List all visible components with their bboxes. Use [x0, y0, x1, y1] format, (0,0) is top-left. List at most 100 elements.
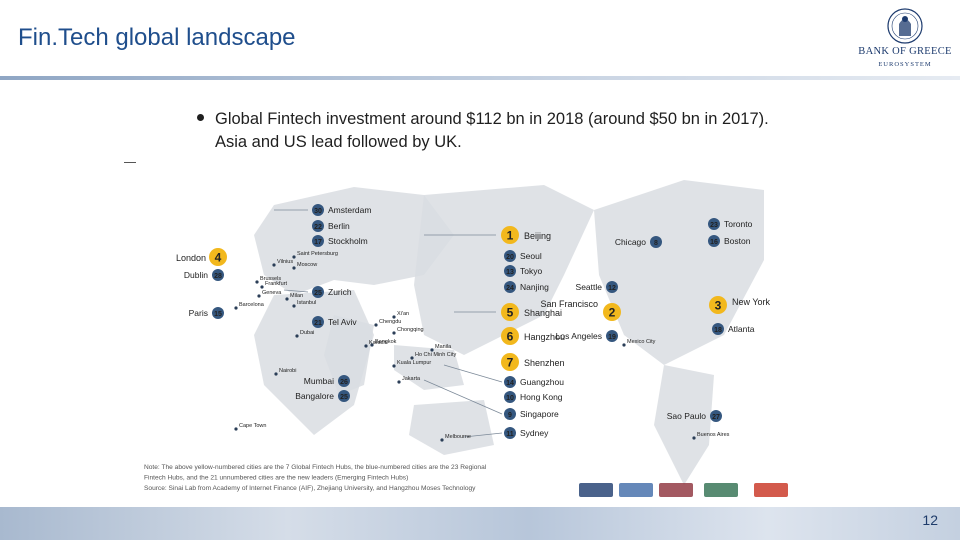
title-rule: [0, 76, 960, 80]
americas-hub-2-number: 8: [654, 240, 658, 247]
asia-hub-label: Sydney: [520, 428, 549, 438]
americas-hub-label: Los Angeles: [556, 331, 602, 341]
asia-hub-6-badge: [504, 427, 516, 439]
global-hub-label: Hangzhou: [524, 332, 565, 342]
slide-title: Fin.Tech global landscape: [18, 24, 296, 51]
asia-hub-label: Nanjing: [520, 282, 549, 292]
global-hub-label: Beijing: [524, 231, 551, 241]
global-hub-1-number: 2: [609, 306, 616, 320]
bank-of-greece-logo: BANK OF GREECE EUROSYSTEM: [850, 6, 960, 70]
asia-hub-4-badge: [504, 391, 516, 403]
small-city-label: Barcelona: [239, 302, 265, 308]
small-city-label: Kuala Lumpur: [397, 360, 431, 366]
city-dot: [374, 323, 378, 327]
city-dot: [410, 356, 414, 360]
europe-hub-label: Stockholm: [328, 236, 368, 246]
small-city-label: Frankfurt: [265, 281, 287, 287]
map-note-line: Source: Sinai Lab from Academy of Intern…: [144, 485, 476, 492]
americas-hub-label: Seattle: [576, 282, 603, 292]
source-logo-0: [579, 483, 613, 497]
asia-hub-1-badge: [504, 265, 516, 277]
asia-hub-1-number: 13: [506, 269, 514, 276]
europe-hub-1-badge: [312, 220, 324, 232]
small-city-label: Istanbul: [297, 300, 316, 306]
asia-hub-2-badge: [504, 281, 516, 293]
global-hub-0-number: 1: [507, 229, 514, 243]
americas-hub-label: Chicago: [615, 237, 646, 247]
americas-hub-4-number: 19: [608, 334, 616, 341]
city-dot: [255, 280, 259, 284]
small-city-label: Ho Chi Minh City: [415, 352, 457, 358]
asia-hub-5-badge: [504, 408, 516, 420]
dash-mark: [124, 162, 136, 163]
city-dot: [274, 372, 278, 376]
global-hub-label: Shanghai: [524, 308, 562, 318]
europe-hub-4-number: 21: [314, 320, 322, 327]
city-dot: [292, 255, 296, 259]
asia-hub-0-badge: [504, 250, 516, 262]
india-hub-1-number: 25: [340, 394, 348, 401]
footer-strip: [0, 507, 960, 540]
map-note-line: Note: The above yellow-numbered cities a…: [144, 464, 487, 471]
asia-land: [414, 185, 594, 355]
map-note: Note: The above yellow-numbered cities a…: [144, 464, 487, 492]
asia-hub-5-number: 9: [508, 412, 512, 419]
small-city-label: Cape Town: [239, 423, 266, 429]
europe-hub-4-badge: [312, 316, 324, 328]
city-dot: [622, 343, 626, 347]
small-city-label: Dubai: [300, 330, 314, 336]
leader-guangzhou: [443, 364, 503, 383]
west-hub-label: Paris: [189, 308, 208, 318]
source-logo-4: [754, 483, 788, 497]
india-hub-1-badge: [338, 390, 350, 402]
city-dot: [234, 427, 238, 431]
global-hub-2-number: 3: [715, 299, 722, 313]
americas-hub-5-badge: [712, 323, 724, 335]
logo-emblem-icon: [887, 8, 923, 44]
city-dot: [292, 266, 296, 270]
page-number: 12: [922, 512, 938, 528]
small-city-label: Chengdu: [379, 319, 401, 325]
asia-hub-2-number: 24: [506, 285, 514, 292]
india-hub-0-badge: [338, 375, 350, 387]
global-hub-label: Shenzhen: [524, 358, 565, 368]
city-dot: [692, 436, 696, 440]
americas-hub-5-number: 18: [714, 327, 722, 334]
small-city-label: Jakarta: [402, 376, 421, 382]
europe-hub-2-badge: [312, 235, 324, 247]
global-hub-3-number: 4: [215, 251, 222, 265]
city-dot: [440, 438, 444, 442]
global-hub-2-badge: [709, 296, 727, 314]
asia-hub-label: Guangzhou: [520, 377, 564, 387]
global-hub-6-badge: [501, 353, 519, 371]
asia-hub-4-number: 10: [506, 395, 514, 402]
global-hub-6-number: 7: [507, 356, 514, 370]
west-hub-1-badge: [212, 307, 224, 319]
world-map-graphic: Saint Petersburg Vilnius Moscow BrusselsFra…: [144, 180, 788, 497]
americas-hub-1-number: 16: [710, 239, 718, 246]
europe-hub-label: Tel Aviv: [328, 317, 357, 327]
city-dot: [260, 285, 264, 289]
small-city-label: Geneva: [262, 290, 282, 296]
europe-hub-3-number: 25: [314, 290, 322, 297]
asia-hub-0-number: 20: [506, 254, 514, 261]
small-city-label: Moscow: [297, 262, 317, 268]
americas-hub-1-badge: [708, 235, 720, 247]
logo-name: BANK OF GREECE: [858, 46, 952, 57]
source-logo-1: [619, 483, 653, 497]
source-logos: [579, 483, 788, 497]
global-hub-0-badge: [501, 226, 519, 244]
asia-hub-3-number: 14: [506, 380, 514, 387]
europe-hub-1-number: 22: [314, 224, 322, 231]
leader-zurich: [283, 289, 309, 293]
source-logo-3: [704, 483, 738, 497]
city-dot: [295, 334, 299, 338]
source-logo-2: [659, 483, 693, 497]
india-hub-label: Mumbai: [304, 376, 334, 386]
small-city-label: Bangkok: [375, 339, 397, 345]
asia-hub-label: Singapore: [520, 409, 559, 419]
small-city-label: Chongqing: [397, 327, 424, 333]
americas-hub-label: Boston: [724, 236, 751, 246]
americas-hub-6-number: 27: [712, 414, 720, 421]
global-hub-3-badge: [209, 248, 227, 266]
